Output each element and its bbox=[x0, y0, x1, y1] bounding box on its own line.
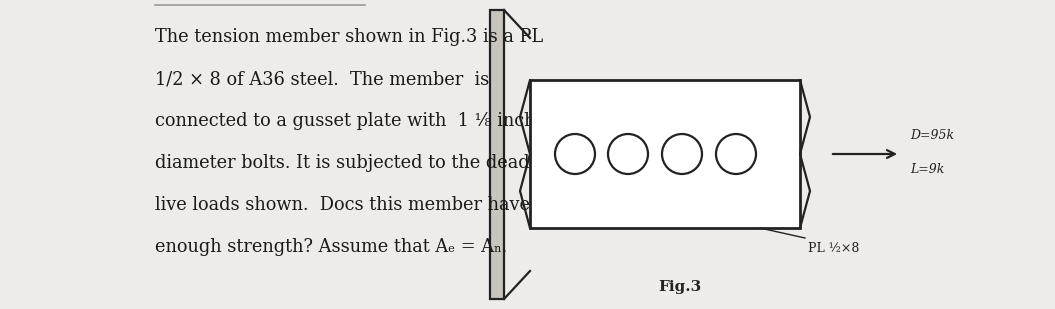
Bar bbox=[490, 10, 504, 299]
Bar bbox=[530, 80, 800, 228]
Text: 1/2 × 8 of A36 steel.  The member  is: 1/2 × 8 of A36 steel. The member is bbox=[155, 70, 490, 88]
Circle shape bbox=[608, 134, 648, 174]
Text: L=9k: L=9k bbox=[910, 163, 944, 176]
Text: connected to a gusset plate with  1 ¹⁄₈ inch-: connected to a gusset plate with 1 ¹⁄₈ i… bbox=[155, 112, 541, 130]
Text: D=95k: D=95k bbox=[910, 129, 954, 142]
Text: The tension member shown in Fig.3 is a PL: The tension member shown in Fig.3 is a P… bbox=[155, 28, 543, 46]
Circle shape bbox=[716, 134, 756, 174]
Circle shape bbox=[555, 134, 595, 174]
Text: diameter bolts. It is subjected to the dead and: diameter bolts. It is subjected to the d… bbox=[155, 154, 569, 172]
Text: PL ½×8: PL ½×8 bbox=[808, 242, 860, 255]
Text: Fig.3: Fig.3 bbox=[658, 280, 702, 294]
Text: enough strength? Assume that Aₑ = Aₙ.: enough strength? Assume that Aₑ = Aₙ. bbox=[155, 238, 507, 256]
Circle shape bbox=[661, 134, 702, 174]
Text: live loads shown.  Docs this member have: live loads shown. Docs this member have bbox=[155, 196, 530, 214]
